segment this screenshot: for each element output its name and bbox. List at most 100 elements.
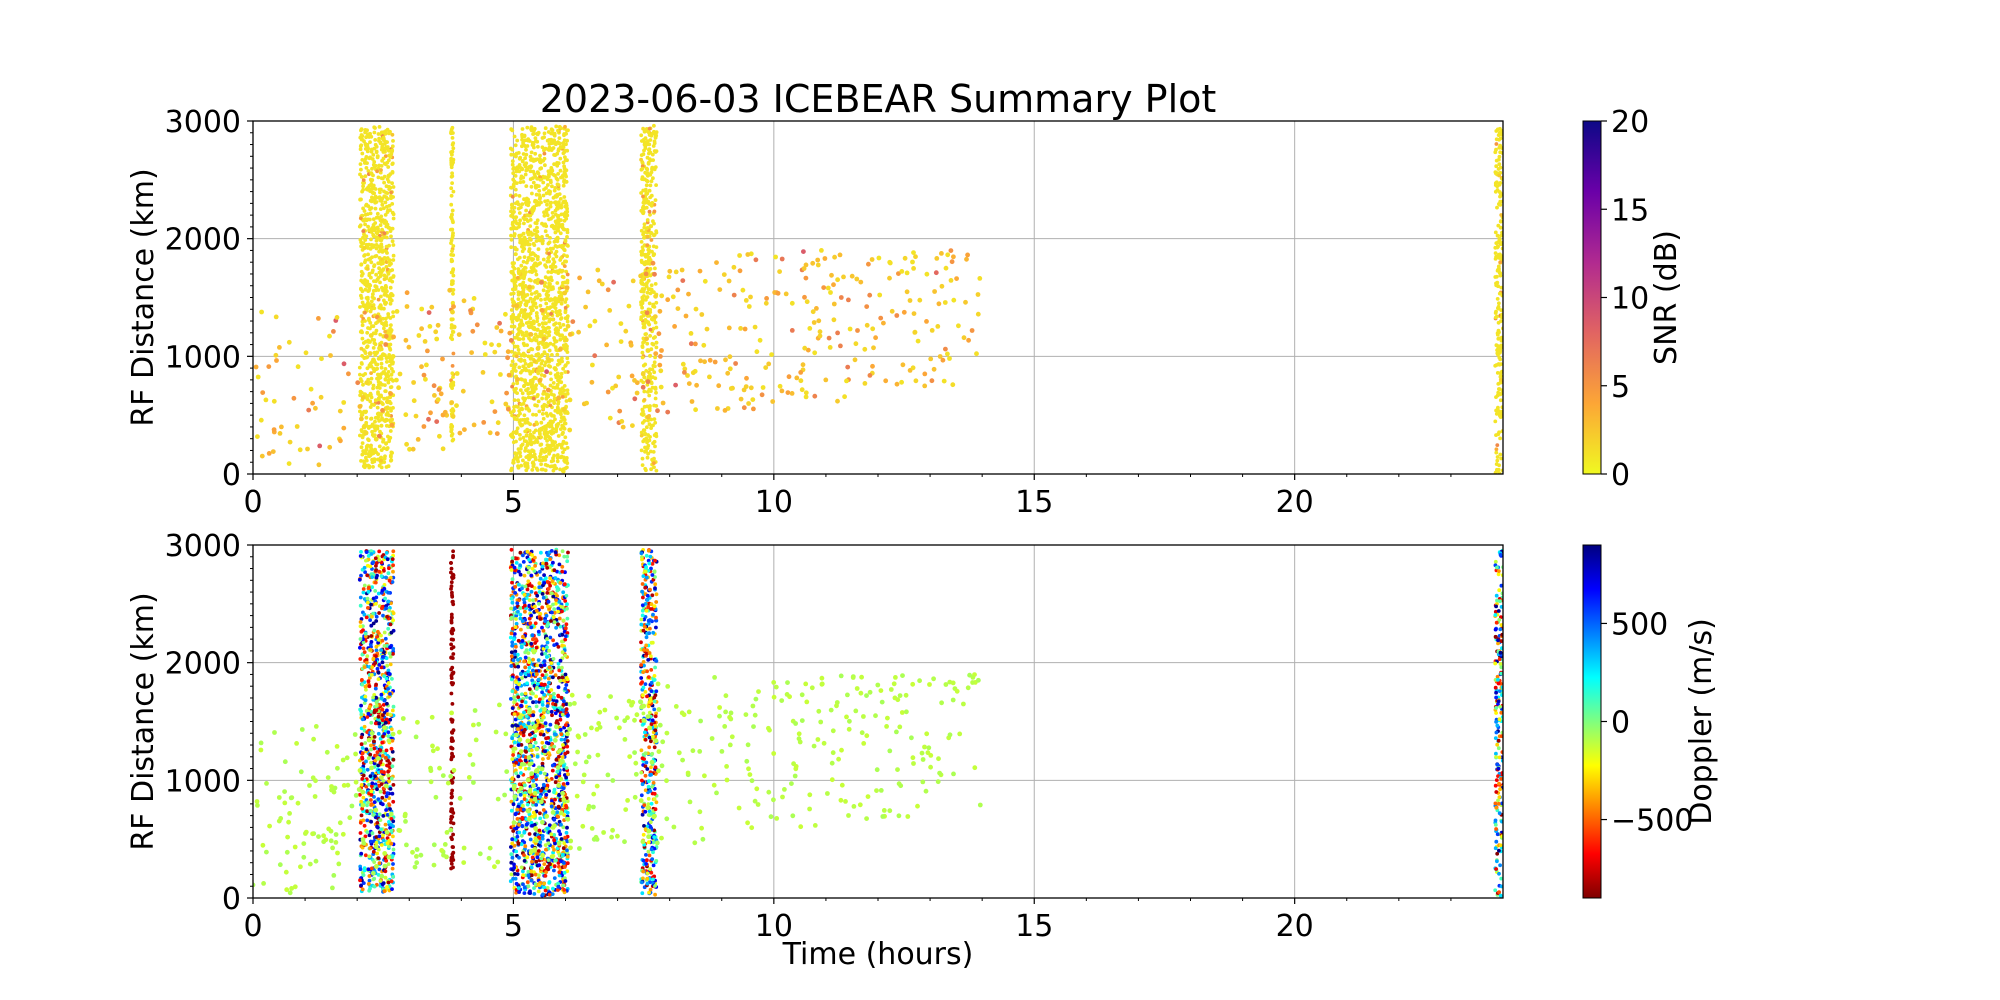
echo-point <box>550 353 554 357</box>
echo-point <box>862 346 868 352</box>
echo-point <box>1498 374 1503 378</box>
echo-point <box>512 234 517 238</box>
echo-point <box>561 469 565 473</box>
echo-point <box>368 752 373 757</box>
echo-point <box>361 303 367 309</box>
echo-point <box>449 156 454 161</box>
echo-point <box>520 423 525 427</box>
echo-point <box>542 187 546 192</box>
echo-point <box>524 406 529 411</box>
echo-point <box>449 795 454 800</box>
echo-point <box>553 141 557 146</box>
echo-point <box>801 266 807 271</box>
echo-point <box>644 468 648 473</box>
echo-point <box>364 759 368 764</box>
echo-point <box>647 438 652 443</box>
echo-point <box>396 385 401 391</box>
echo-point <box>379 769 384 774</box>
echo-point <box>378 412 383 416</box>
echo-point <box>388 692 392 696</box>
echo-point <box>366 463 371 468</box>
echo-point <box>556 148 561 153</box>
echo-point <box>512 415 517 420</box>
echo-point <box>544 392 549 397</box>
echo-point <box>375 225 380 230</box>
echo-point <box>545 387 551 393</box>
echo-point <box>438 391 444 397</box>
echo-point <box>370 429 374 434</box>
echo-point <box>367 242 371 247</box>
echo-point <box>379 665 384 670</box>
echo-point <box>698 358 703 364</box>
echo-point <box>652 123 656 128</box>
echo-point <box>1500 369 1503 374</box>
echo-point <box>823 377 829 383</box>
echo-point <box>645 173 650 178</box>
echo-point <box>520 202 525 207</box>
echo-point <box>630 423 635 428</box>
echo-point <box>451 637 455 642</box>
echo-point <box>1496 264 1501 269</box>
echo-point <box>680 278 686 283</box>
echo-point <box>505 355 510 361</box>
echo-point <box>367 854 372 859</box>
echo-point <box>371 611 375 616</box>
echo-point <box>912 330 918 335</box>
echo-point <box>525 312 530 317</box>
echo-point <box>811 320 817 325</box>
echo-point <box>714 260 719 265</box>
echo-point <box>511 271 515 275</box>
echo-point <box>526 354 531 359</box>
echo-point <box>564 259 568 264</box>
echo-point <box>359 799 364 804</box>
echo-point <box>966 337 971 343</box>
echo-point <box>777 383 783 389</box>
echo-point <box>538 261 542 265</box>
echo-point <box>382 650 386 654</box>
echo-point <box>640 463 645 467</box>
echo-point <box>516 297 521 301</box>
echo-point <box>368 846 372 851</box>
echo-point <box>449 620 454 625</box>
echo-point <box>384 184 389 189</box>
echo-point <box>263 397 269 403</box>
echo-point <box>542 135 546 140</box>
echo-point <box>545 289 550 294</box>
echo-point <box>607 308 613 313</box>
echo-point <box>647 188 652 193</box>
echo-point <box>388 285 393 290</box>
echo-point <box>511 460 516 465</box>
echo-point <box>260 390 266 395</box>
echo-point <box>548 364 553 369</box>
echo-point <box>1498 380 1503 385</box>
echo-point <box>535 468 540 472</box>
echo-point <box>1498 260 1503 265</box>
echo-point <box>361 449 366 454</box>
echo-point <box>563 239 568 244</box>
echo-point <box>539 435 543 439</box>
echo-point <box>361 795 366 800</box>
echo-point <box>370 270 375 275</box>
echo-point <box>513 389 517 394</box>
echo-point <box>380 660 385 665</box>
echo-point <box>943 265 949 271</box>
echo-point <box>454 403 459 408</box>
echo-point <box>954 276 959 281</box>
echo-point <box>449 252 454 257</box>
echo-point <box>521 180 526 184</box>
echo-point <box>507 330 513 336</box>
echo-point <box>526 138 530 143</box>
echo-point <box>495 420 501 426</box>
echo-point <box>391 569 395 574</box>
echo-point <box>563 124 567 129</box>
echo-point <box>652 252 657 257</box>
echo-point <box>259 309 264 315</box>
echo-point <box>383 150 387 154</box>
echo-point <box>385 813 390 817</box>
echo-point <box>371 217 376 222</box>
echo-point <box>529 150 534 155</box>
echo-point <box>558 244 562 249</box>
echo-point <box>1493 181 1498 186</box>
echo-point <box>645 290 650 295</box>
echo-point <box>511 440 516 445</box>
